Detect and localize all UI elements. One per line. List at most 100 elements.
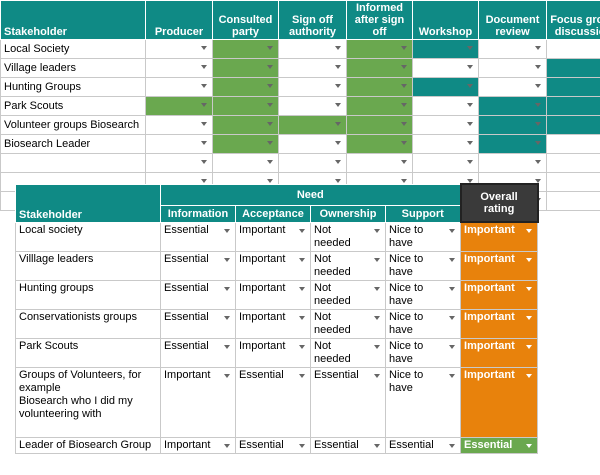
- rating-cell[interactable]: Important: [460, 279, 539, 310]
- dropdown-cell[interactable]: Important: [235, 250, 311, 281]
- dropdown-cell[interactable]: Essential: [235, 366, 311, 438]
- dropdown-cell[interactable]: [546, 58, 600, 78]
- dropdown-cell[interactable]: [546, 39, 600, 59]
- rating-cell[interactable]: Essential: [460, 436, 539, 454]
- rating-cell[interactable]: Important: [460, 250, 539, 281]
- empty-row: [0, 153, 600, 173]
- rating-cell[interactable]: Important: [460, 308, 539, 339]
- dropdown-cell[interactable]: [212, 77, 279, 97]
- row: Groups of Volunteers, for example Biosea…: [15, 366, 539, 438]
- dropdown-cell[interactable]: Nice to have: [384, 337, 462, 368]
- dropdown-cell[interactable]: [212, 58, 279, 78]
- dropdown-cell[interactable]: [278, 134, 347, 154]
- dropdown-cell[interactable]: Important: [160, 436, 236, 454]
- row: Leader of Biosearch Group Important Essent…: [15, 436, 539, 454]
- dropdown-cell[interactable]: Important: [160, 366, 236, 438]
- dropdown-cell[interactable]: [478, 39, 547, 59]
- dropdown-cell[interactable]: [346, 39, 413, 59]
- dropdown-cell[interactable]: [546, 115, 600, 135]
- dropdown-cell[interactable]: [145, 39, 213, 59]
- dropdown-cell[interactable]: [346, 153, 413, 173]
- dropdown-cell[interactable]: [478, 153, 547, 173]
- dropdown-cell[interactable]: [546, 134, 600, 154]
- row: Villlage leaders Essential Important Not ne…: [15, 250, 539, 281]
- dropdown-cell[interactable]: [145, 153, 213, 173]
- dropdown-cell[interactable]: Essential: [310, 436, 386, 454]
- row: Biosearch Leader: [0, 134, 600, 154]
- stakeholder-cell: Hunting Groups: [0, 77, 146, 97]
- dropdown-cell[interactable]: Essential: [235, 436, 311, 454]
- dropdown-cell[interactable]: [145, 96, 213, 116]
- dropdown-cell[interactable]: Important: [235, 279, 311, 310]
- dropdown-cell[interactable]: [212, 39, 279, 59]
- dropdown-cell[interactable]: Essential: [310, 366, 386, 438]
- column-header: Sign off authority: [278, 0, 347, 40]
- dropdown-cell[interactable]: [278, 39, 347, 59]
- dropdown-cell[interactable]: [478, 134, 547, 154]
- dropdown-cell[interactable]: [212, 96, 279, 116]
- dropdown-cell[interactable]: Nice to have: [384, 250, 462, 281]
- row: Local society Essential Important Not neede…: [15, 221, 539, 252]
- rating-cell[interactable]: Important: [460, 221, 539, 252]
- dropdown-cell[interactable]: [346, 58, 413, 78]
- dropdown-cell[interactable]: Not needed: [310, 221, 386, 252]
- row: Volunteer groups Biosearch: [0, 115, 600, 135]
- dropdown-cell[interactable]: [145, 77, 213, 97]
- dropdown-cell[interactable]: [412, 115, 479, 135]
- dropdown-cell[interactable]: Important: [235, 337, 311, 368]
- dropdown-cell[interactable]: Essential: [160, 279, 236, 310]
- dropdown-cell[interactable]: Not needed: [310, 279, 386, 310]
- dropdown-cell[interactable]: Essential: [160, 308, 236, 339]
- dropdown-cell[interactable]: Essential: [160, 250, 236, 281]
- dropdown-cell[interactable]: [346, 77, 413, 97]
- rating-cell[interactable]: Important: [460, 337, 539, 368]
- dropdown-cell[interactable]: [546, 96, 600, 116]
- dropdown-cell[interactable]: Important: [235, 308, 311, 339]
- dropdown-cell[interactable]: [278, 96, 347, 116]
- dropdown-cell[interactable]: Essential: [160, 221, 236, 252]
- dropdown-cell[interactable]: Not needed: [310, 337, 386, 368]
- dropdown-cell[interactable]: Nice to have: [384, 221, 462, 252]
- dropdown-cell[interactable]: [212, 134, 279, 154]
- dropdown-cell[interactable]: [278, 58, 347, 78]
- dropdown-cell[interactable]: [145, 58, 213, 78]
- dropdown-cell[interactable]: [212, 115, 279, 135]
- dropdown-cell[interactable]: Not needed: [310, 308, 386, 339]
- dropdown-cell[interactable]: [478, 58, 547, 78]
- stakeholder-cell: Park Scouts: [15, 337, 161, 368]
- column-header: Overall rating: [459, 183, 539, 223]
- row: Hunting Groups: [0, 77, 600, 97]
- dropdown-cell[interactable]: Not needed: [310, 250, 386, 281]
- dropdown-cell[interactable]: [412, 39, 479, 59]
- header-row: Stakeholder Producer Consulted party Sign o…: [0, 0, 600, 40]
- dropdown-cell[interactable]: [212, 153, 279, 173]
- dropdown-cell[interactable]: [478, 96, 547, 116]
- dropdown-cell[interactable]: [412, 153, 479, 173]
- dropdown-cell[interactable]: [346, 134, 413, 154]
- dropdown-cell[interactable]: [346, 96, 413, 116]
- dropdown-cell[interactable]: [412, 96, 479, 116]
- dropdown-cell[interactable]: [478, 77, 547, 97]
- dropdown-cell[interactable]: [412, 134, 479, 154]
- dropdown-cell[interactable]: [278, 77, 347, 97]
- dropdown-cell[interactable]: Nice to have: [384, 366, 462, 438]
- stakeholder-method-table: Stakeholder Producer Consulted party Sign o…: [0, 0, 600, 211]
- dropdown-cell[interactable]: [278, 115, 347, 135]
- dropdown-cell[interactable]: [346, 115, 413, 135]
- dropdown-cell[interactable]: [412, 58, 479, 78]
- dropdown-cell[interactable]: [478, 115, 547, 135]
- dropdown-cell[interactable]: [145, 134, 213, 154]
- dropdown-cell[interactable]: [546, 77, 600, 97]
- dropdown-cell[interactable]: [145, 115, 213, 135]
- dropdown-cell[interactable]: [412, 77, 479, 97]
- row: Local Society: [0, 39, 600, 59]
- dropdown-cell[interactable]: Essential: [160, 337, 236, 368]
- dropdown-cell[interactable]: Nice to have: [384, 308, 462, 339]
- dropdown-cell[interactable]: Essential: [384, 436, 462, 454]
- dropdown-cell[interactable]: Nice to have: [384, 279, 462, 310]
- row: Park Scouts: [0, 96, 600, 116]
- dropdown-cell[interactable]: [278, 153, 347, 173]
- dropdown-cell[interactable]: Important: [235, 221, 311, 252]
- rating-cell[interactable]: Important: [460, 366, 539, 438]
